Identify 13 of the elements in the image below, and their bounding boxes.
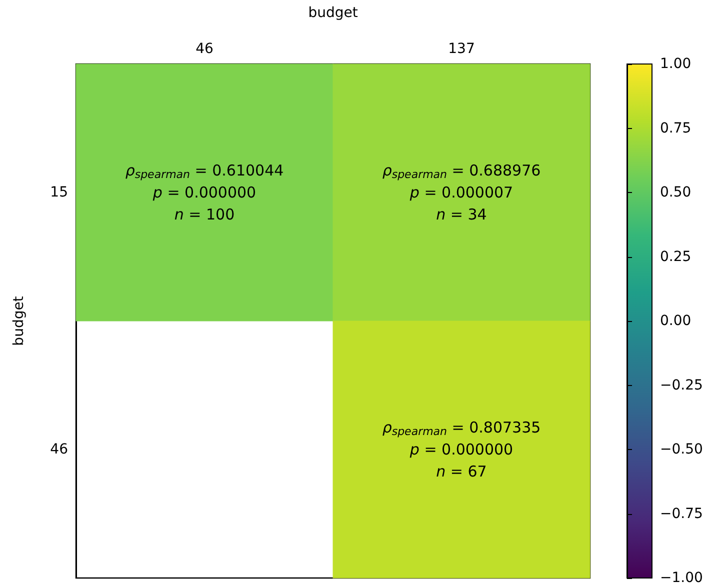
x-axis-title: budget [308, 5, 358, 21]
x-tick-label: 137 [448, 41, 475, 57]
color-bar-label: −1.00 [660, 570, 703, 586]
color-bar-label: −0.75 [660, 506, 703, 522]
color-bar-label: −0.25 [660, 377, 703, 394]
y-axis-title: budget [11, 296, 27, 346]
y-tick-label: 15 [50, 184, 68, 200]
color-bar-label: 0.50 [660, 184, 692, 200]
color-bar-label: 0.75 [660, 120, 692, 136]
color-bar-label: 0.25 [660, 248, 692, 265]
color-bar-label: 1.00 [660, 56, 692, 72]
color-bar-label: −0.50 [660, 442, 703, 458]
color-bar-label: 0.00 [660, 313, 692, 329]
